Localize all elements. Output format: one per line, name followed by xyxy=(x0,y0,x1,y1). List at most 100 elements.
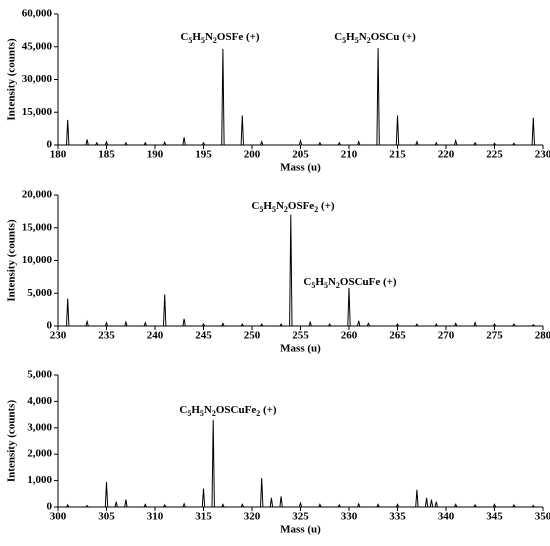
x-tick-label: 330 xyxy=(341,511,358,523)
peak xyxy=(163,294,167,327)
peak xyxy=(104,321,109,327)
y-tick-label: 4,000 xyxy=(27,395,52,407)
peak xyxy=(104,481,109,508)
peak xyxy=(124,499,128,508)
x-tick-label: 205 xyxy=(292,149,309,161)
peak xyxy=(143,503,147,508)
peak xyxy=(124,320,128,327)
axes xyxy=(57,195,543,327)
annotation: C5H5N2OSCu (+) xyxy=(334,31,416,46)
peak xyxy=(434,323,438,327)
peak xyxy=(66,503,70,508)
peak xyxy=(85,319,89,327)
x-axis-label: Mass (u) xyxy=(280,162,321,174)
y-tick-label: 2,000 xyxy=(27,448,52,460)
y-tick-label: 0 xyxy=(47,320,53,332)
peak xyxy=(182,137,186,146)
peak xyxy=(308,320,312,327)
x-tick-label: 270 xyxy=(438,330,455,342)
peak xyxy=(279,496,283,508)
peak xyxy=(415,323,419,327)
peak xyxy=(337,141,341,146)
peak xyxy=(347,287,351,327)
peak xyxy=(376,503,380,508)
peak xyxy=(337,503,341,508)
peak xyxy=(454,138,458,146)
peak xyxy=(260,140,264,146)
peak xyxy=(318,503,322,508)
peak xyxy=(429,499,434,508)
peak xyxy=(492,503,497,508)
x-tick-label: 245 xyxy=(195,330,212,342)
peak xyxy=(240,115,244,146)
peak xyxy=(415,489,419,508)
x-tick-label: 185 xyxy=(98,149,115,161)
peak xyxy=(221,48,225,146)
x-tick-label: 210 xyxy=(341,149,358,161)
peak xyxy=(66,119,70,146)
y-tick-label: 3,000 xyxy=(27,421,52,433)
peak xyxy=(201,488,206,508)
y-tick-label: 15,000 xyxy=(22,106,53,118)
y-tick-label: 20,000 xyxy=(22,189,53,201)
peak xyxy=(395,115,400,146)
x-tick-label: 220 xyxy=(438,149,455,161)
peak xyxy=(143,141,147,146)
peak xyxy=(327,323,332,327)
peak xyxy=(143,321,147,327)
x-tick-label: 190 xyxy=(147,149,164,161)
peak xyxy=(473,141,477,146)
x-tick-label: 280 xyxy=(535,330,550,342)
peak xyxy=(395,503,400,508)
peak xyxy=(124,141,128,146)
peak xyxy=(240,323,244,327)
annotation: C5H5N2OSFe (+) xyxy=(180,31,259,46)
x-tick-label: 200 xyxy=(244,149,261,161)
x-tick-label: 240 xyxy=(147,330,164,342)
peak xyxy=(531,504,535,508)
peak xyxy=(376,47,380,146)
peak xyxy=(85,504,89,508)
peak xyxy=(473,503,477,508)
peak xyxy=(366,322,371,327)
x-tick-label: 345 xyxy=(486,511,503,523)
x-tick-label: 225 xyxy=(486,149,503,161)
y-tick-label: 1,000 xyxy=(27,474,52,486)
x-tick-label: 255 xyxy=(292,330,309,342)
peak xyxy=(434,501,438,508)
x-tick-label: 275 xyxy=(486,330,503,342)
x-tick-label: 215 xyxy=(389,149,406,161)
x-axis-label: Mass (u) xyxy=(280,343,321,355)
x-tick-label: 260 xyxy=(341,330,358,342)
peak xyxy=(434,141,438,146)
x-tick-label: 265 xyxy=(389,330,406,342)
peak xyxy=(289,214,293,327)
peak xyxy=(163,141,167,146)
annotation: C5H5N2OSCuFe (+) xyxy=(303,276,396,291)
x-tick-label: 195 xyxy=(195,149,212,161)
y-tick-label: 0 xyxy=(47,139,53,151)
x-tick-label: 230 xyxy=(50,330,67,342)
y-tick-label: 5,000 xyxy=(27,287,52,299)
peak xyxy=(298,138,303,146)
peak xyxy=(512,142,516,146)
y-axis-label: Intensity (counts) xyxy=(6,219,18,302)
peak xyxy=(531,117,535,146)
x-axis-label: Mass (u) xyxy=(280,524,321,536)
peak xyxy=(201,141,206,146)
peak xyxy=(114,501,118,508)
peak xyxy=(512,503,516,508)
x-tick-label: 230 xyxy=(535,149,550,161)
x-tick-label: 180 xyxy=(50,149,67,161)
peak xyxy=(492,142,497,146)
peak xyxy=(240,503,244,508)
y-tick-label: 0 xyxy=(47,501,53,513)
peak xyxy=(318,141,322,146)
peak xyxy=(104,140,109,146)
x-tick-label: 325 xyxy=(292,511,309,523)
x-tick-label: 335 xyxy=(389,511,406,523)
y-tick-label: 5,000 xyxy=(27,369,52,381)
peak xyxy=(395,323,400,327)
x-tick-label: 300 xyxy=(50,511,67,523)
peak xyxy=(492,323,497,327)
